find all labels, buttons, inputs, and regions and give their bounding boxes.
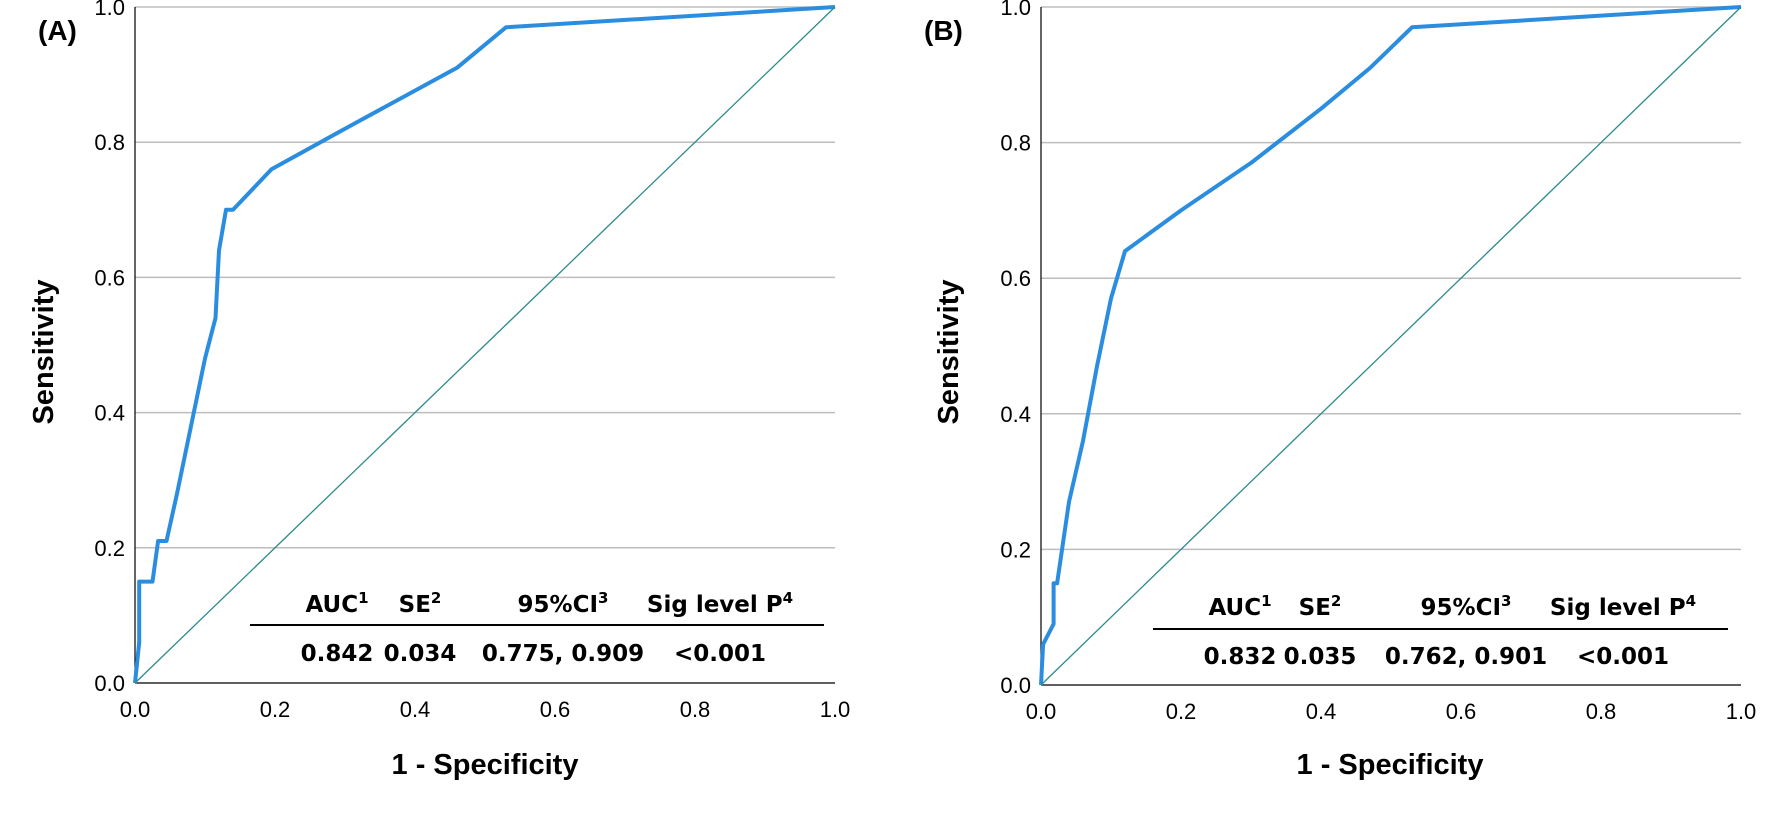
reference-diagonal-line	[134, 6, 836, 684]
y-tick-label: 0.6	[1000, 266, 1031, 291]
y-tick-label: 0.6	[94, 265, 125, 290]
table-value: <0.001	[1577, 644, 1669, 670]
x-tick-label: 0.4	[1306, 699, 1337, 724]
table-header: AUC1	[305, 589, 368, 618]
table-header: 95%CI3	[518, 589, 609, 618]
table-value: 0.775, 0.909	[482, 641, 644, 667]
x-tick-label: 1.0	[820, 697, 851, 722]
y-tick-label: 1.0	[94, 0, 125, 20]
table-value: <0.001	[674, 641, 766, 667]
x-tick-label: 0.8	[680, 697, 711, 722]
y-axis-title: Sensitivity	[933, 279, 965, 424]
stats-table: AUC1 SE2 95%CI3 Sig level P4 0.832 0.035 0.762…	[1153, 592, 1728, 670]
table-header: Sig level P4	[647, 589, 793, 618]
table-value: 0.034	[384, 641, 457, 667]
x-tick-label: 0.2	[1166, 699, 1197, 724]
reference-diagonal-line	[1040, 6, 1742, 686]
x-tick-label: 0.2	[260, 697, 291, 722]
x-tick-label: 0.6	[540, 697, 571, 722]
table-header: SE2	[1299, 592, 1342, 621]
y-tick-label: 1.0	[1000, 0, 1031, 20]
y-tick-label: 0.8	[1000, 131, 1031, 156]
y-tick-label: 0.2	[94, 536, 125, 561]
x-axis-title: 1 - Specificity	[1297, 749, 1484, 781]
roc-curve	[133, 5, 836, 684]
panel-label: (B)	[924, 15, 963, 46]
y-tick-label: 0.0	[94, 671, 125, 696]
y-tick-label: 0.4	[94, 401, 125, 426]
stats-table: AUC1 SE2 95%CI3 Sig level P4 0.842 0.034 0.775…	[250, 589, 824, 667]
roc-panel-a: (A) 0.0 0.2 0.4 0.6 0.8 1.0 0.0 0.2 0.4 0.6 0.8 1.0 1…	[28, 0, 850, 781]
roc-curve	[1039, 5, 1742, 686]
y-tick-label: 0.0	[1000, 673, 1031, 698]
roc-panel-b: (B) 0.0 0.2 0.4 0.6 0.8 1.0 0.0 0.2 0.4 0.6 0.8 1.0 1…	[924, 0, 1756, 781]
table-value: 0.762, 0.901	[1385, 644, 1547, 670]
x-tick-label: 0.0	[120, 697, 151, 722]
x-axis-title: 1 - Specificity	[392, 749, 579, 781]
y-tick-label: 0.2	[1000, 537, 1031, 562]
table-value: 0.842	[301, 641, 374, 667]
y-tick-label: 0.8	[94, 130, 125, 155]
table-header: AUC1	[1208, 592, 1271, 621]
table-header: 95%CI3	[1421, 592, 1512, 621]
table-value: 0.832	[1204, 644, 1277, 670]
y-axis-title: Sensitivity	[28, 279, 60, 424]
x-tick-label: 0.4	[400, 697, 431, 722]
panel-label: (A)	[38, 15, 77, 46]
x-tick-label: 0.8	[1586, 699, 1617, 724]
x-tick-label: 1.0	[1726, 699, 1757, 724]
table-value: 0.035	[1284, 644, 1357, 670]
x-tick-label: 0.6	[1446, 699, 1477, 724]
y-tick-label: 0.4	[1000, 402, 1031, 427]
x-tick-label: 0.0	[1026, 699, 1057, 724]
table-header: SE2	[399, 589, 442, 618]
table-header: Sig level P4	[1550, 592, 1696, 621]
